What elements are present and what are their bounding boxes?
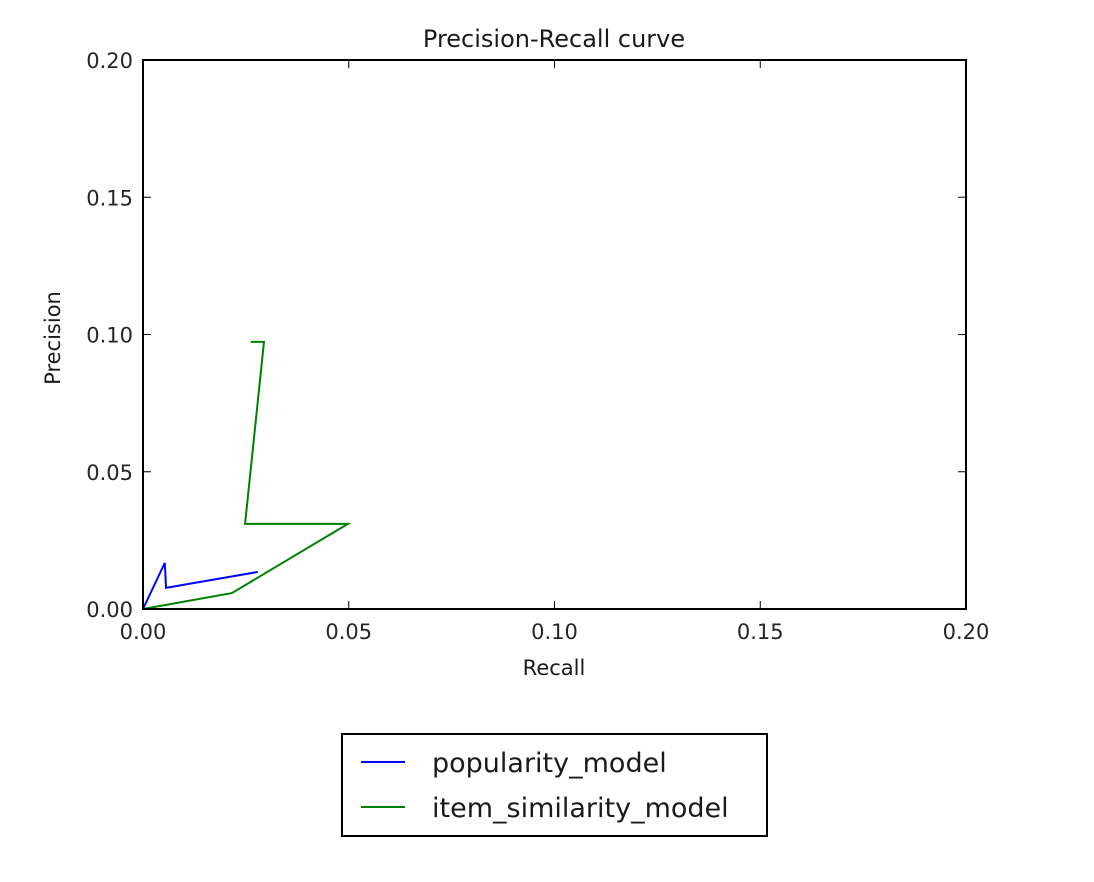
x-tick-label: 0.15 [737, 620, 784, 644]
chart-title: Precision-Recall curve [423, 25, 685, 53]
ticks-layer: 0.00 0.05 0.10 0.15 0.20 0.00 0.05 0.10 0.15 0.20 [86, 49, 989, 644]
plot-area-frame [142, 59, 967, 610]
x-axis-label: Recall [523, 656, 586, 680]
x-tick-label: 0.20 [943, 620, 990, 644]
y-tick-label: 0.20 [86, 49, 133, 73]
legend-label-popularity: popularity_model [432, 748, 667, 779]
y-axis-label: Precision [41, 291, 65, 385]
legend-label-item-similarity: item_similarity_model [432, 793, 729, 824]
y-tick-label: 0.10 [86, 324, 133, 348]
series-line-popularity-model [142, 562, 258, 610]
x-tick-label: 0.00 [120, 620, 167, 644]
y-tick-label: 0.15 [86, 186, 133, 210]
x-tick-label: 0.05 [325, 620, 372, 644]
y-tick-label: 0.00 [86, 598, 133, 622]
y-tick-label: 0.05 [86, 461, 133, 485]
series-layer [142, 340, 352, 610]
legend-frame [341, 733, 768, 837]
legend: popularity_model item_similarity_model [341, 733, 768, 837]
x-tick-label: 0.10 [531, 620, 578, 644]
series-line-item-similarity-model [142, 340, 352, 610]
